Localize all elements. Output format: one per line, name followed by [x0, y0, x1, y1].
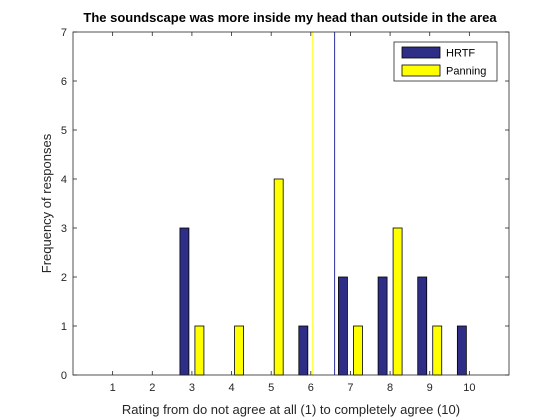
bar-panning-rating-5 [273, 178, 284, 376]
x-tick-label: 5 [268, 382, 274, 394]
bar-panning-rating-7 [353, 325, 363, 376]
x-tick-label: 9 [427, 382, 433, 394]
bar-panning-rating-4 [234, 325, 244, 376]
bar-panning-rating-9 [432, 325, 443, 376]
y-tick-label: 7 [61, 27, 67, 39]
bars-group [179, 178, 467, 376]
legend: HRTF Panning [393, 41, 498, 82]
bar-panning-rating-8 [392, 227, 403, 376]
mean-lines-group [312, 32, 336, 375]
y-tick-label: 1 [61, 321, 67, 333]
y-tick-label: 2 [61, 272, 67, 284]
bar-hrtf-rating-10 [456, 325, 467, 376]
bar-hrtf-rating-8 [377, 276, 388, 376]
chart-title: The soundscape was more inside my head t… [83, 10, 497, 25]
x-tick-label: 1 [110, 382, 116, 394]
plot-frame [72, 31, 510, 376]
plot-area [73, 32, 509, 375]
legend-swatch-panning [401, 64, 441, 77]
legend-label-hrtf: HRTF [446, 48, 475, 60]
x-axis-label: Rating from do not agree at all (1) to c… [122, 402, 460, 417]
y-tick-label: 0 [61, 370, 67, 382]
x-tick-label: 10 [463, 382, 475, 394]
bar-hrtf-rating-6 [298, 325, 309, 376]
bar-hrtf-rating-9 [417, 276, 428, 376]
legend-swatch-hrtf [401, 46, 441, 59]
x-axis: 1 2 3 4 5 6 7 8 9 10 [110, 32, 475, 394]
bar-hrtf-rating-7 [338, 276, 348, 376]
y-tick-label: 4 [61, 174, 67, 186]
legend-label-panning: Panning [446, 66, 486, 78]
x-tick-label: 4 [228, 382, 234, 394]
y-axis: 0 1 2 3 4 5 6 7 [61, 27, 509, 382]
bar-hrtf-rating-3 [179, 227, 190, 376]
bar-panning-rating-3 [194, 325, 205, 376]
x-tick-label: 6 [308, 382, 314, 394]
y-tick-label: 5 [61, 125, 67, 137]
y-axis-label: Frequency of responses [39, 133, 54, 273]
x-tick-label: 2 [149, 382, 155, 394]
x-tick-label: 8 [387, 382, 393, 394]
x-tick-label: 7 [347, 382, 353, 394]
x-tick-label: 3 [189, 382, 195, 394]
y-tick-label: 3 [61, 223, 67, 235]
y-tick-label: 6 [61, 76, 67, 88]
